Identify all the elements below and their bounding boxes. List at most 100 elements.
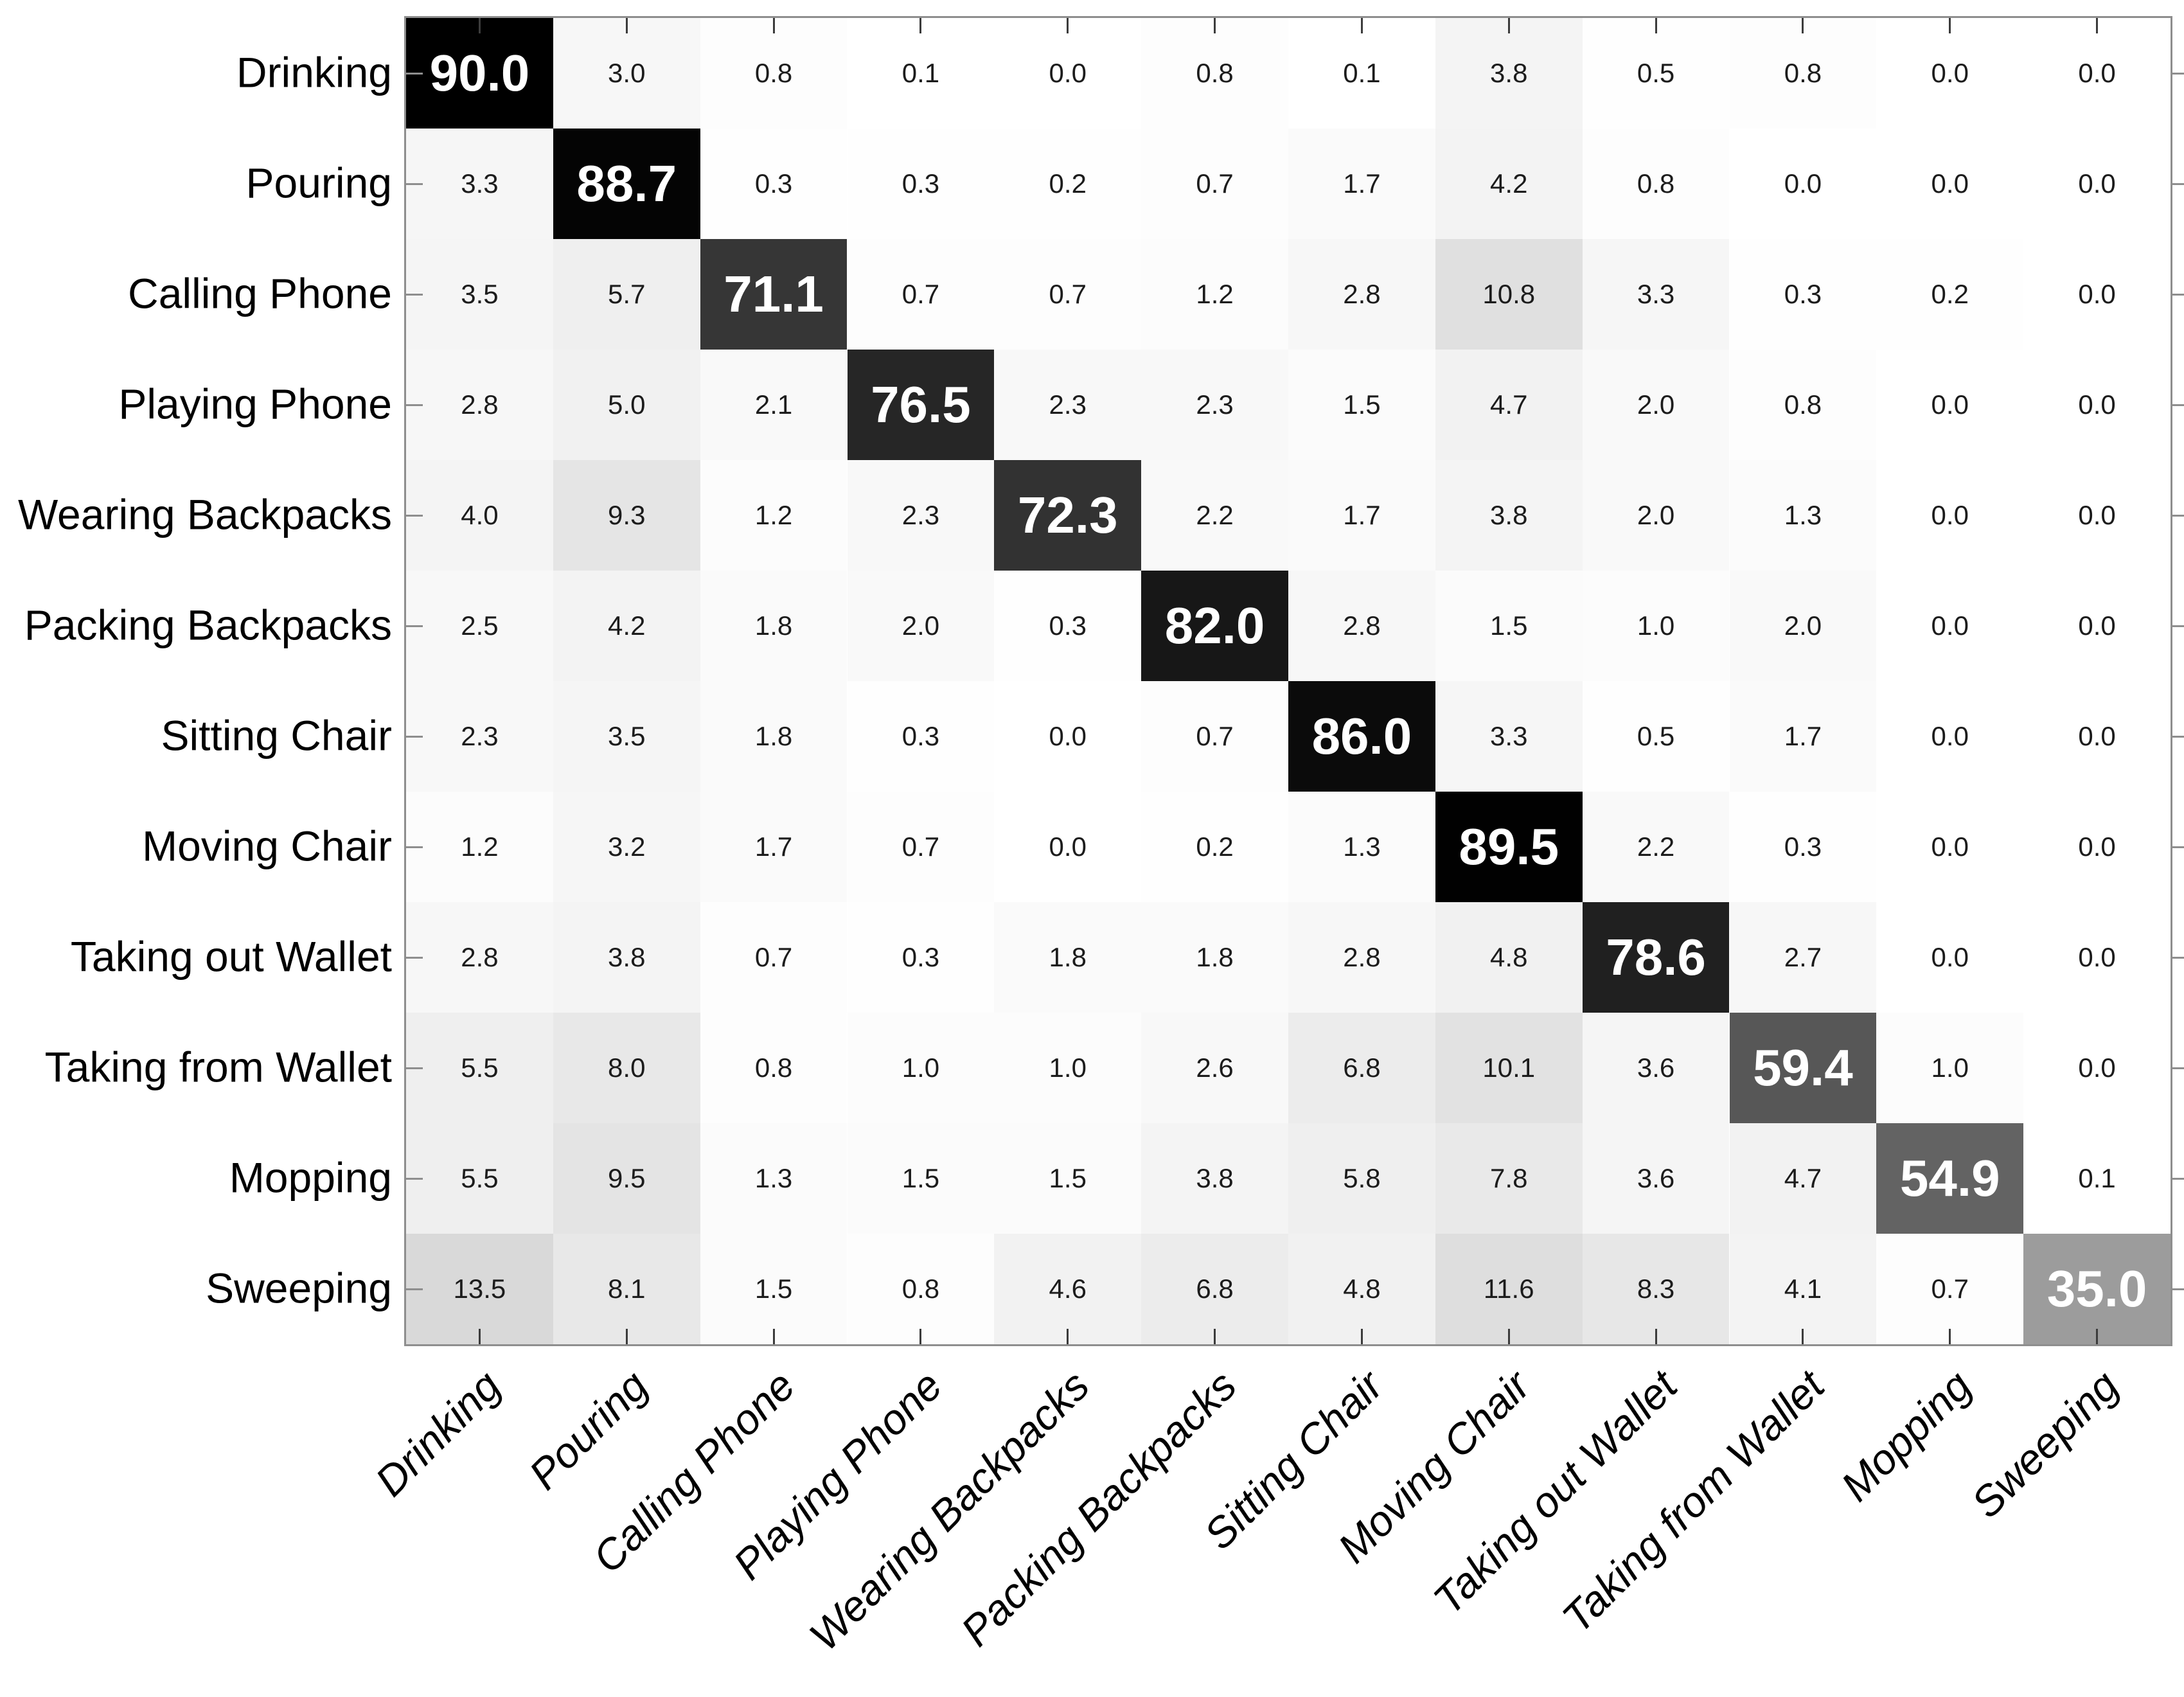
matrix-cell: 0.0 — [2023, 1013, 2171, 1123]
axis-tick — [406, 182, 423, 185]
matrix-cell: 0.0 — [2023, 350, 2171, 460]
matrix-cell: 0.8 — [1582, 129, 1730, 239]
axis-tick — [1949, 18, 1951, 33]
matrix-cell: 54.9 — [1876, 1123, 2024, 1234]
matrix-cell: 2.8 — [406, 350, 553, 460]
y-tick-label: Wearing Backpacks — [17, 490, 392, 538]
matrix-cell: 0.2 — [1141, 792, 1288, 902]
y-tick-label: Taking out Wallet — [70, 932, 392, 981]
axis-tick — [478, 1329, 481, 1344]
matrix-cell: 35.0 — [2023, 1234, 2171, 1344]
matrix-cell: 1.8 — [700, 681, 848, 792]
matrix-cell: 0.1 — [847, 18, 995, 129]
matrix-cell: 6.8 — [1288, 1013, 1435, 1123]
matrix-cell: 0.0 — [1876, 571, 2024, 681]
matrix-cell: 1.5 — [994, 1123, 1142, 1234]
matrix-cell: 76.5 — [847, 350, 995, 460]
axis-tick — [2171, 735, 2184, 738]
matrix-cell: 1.7 — [1288, 129, 1435, 239]
matrix-cell: 3.3 — [406, 129, 553, 239]
matrix-cell: 0.0 — [994, 681, 1142, 792]
matrix-cell: 8.1 — [553, 1234, 700, 1344]
matrix-cell: 3.3 — [1435, 681, 1583, 792]
axis-tick — [1360, 1329, 1363, 1344]
matrix-cell: 3.8 — [1435, 460, 1583, 571]
axis-tick — [478, 18, 481, 33]
matrix-cell: 3.5 — [406, 239, 553, 350]
matrix-cell: 8.0 — [553, 1013, 700, 1123]
y-tick-label: Mopping — [229, 1153, 392, 1202]
y-tick-label: Calling Phone — [128, 269, 392, 317]
matrix-cell: 1.5 — [700, 1234, 848, 1344]
matrix-cell: 2.3 — [994, 350, 1142, 460]
x-tick-label: Taking from Wallet — [1552, 1361, 1833, 1642]
matrix-cell: 0.1 — [1288, 18, 1435, 129]
y-tick-label: Packing Backpacks — [24, 601, 392, 649]
matrix-cell: 0.7 — [700, 902, 848, 1013]
matrix-cell: 5.0 — [553, 350, 700, 460]
axis-tick — [1360, 18, 1363, 33]
matrix-cell: 10.8 — [1435, 239, 1583, 350]
matrix-cell: 1.2 — [1141, 239, 1288, 350]
axis-tick — [2171, 293, 2184, 296]
y-tick-label: Pouring — [245, 159, 393, 207]
axis-tick — [2171, 1177, 2184, 1180]
matrix-cell: 3.8 — [553, 902, 700, 1013]
y-tick-label: Playing Phone — [118, 380, 392, 428]
matrix-cell: 1.3 — [1729, 460, 1877, 571]
matrix-cell: 0.8 — [1729, 350, 1877, 460]
axis-tick — [406, 735, 423, 738]
matrix-cell: 0.3 — [994, 571, 1142, 681]
matrix-cell: 1.7 — [1729, 681, 1877, 792]
matrix-cell: 2.7 — [1729, 902, 1877, 1013]
matrix-cell: 2.8 — [406, 902, 553, 1013]
matrix-cell: 1.7 — [1288, 460, 1435, 571]
matrix-cell: 0.0 — [1876, 129, 2024, 239]
matrix-cell: 0.2 — [994, 129, 1142, 239]
matrix-cell: 2.1 — [700, 350, 848, 460]
matrix-cell: 5.5 — [406, 1123, 553, 1234]
matrix-cell: 4.0 — [406, 460, 553, 571]
axis-tick — [406, 293, 423, 296]
matrix-cell: 4.2 — [553, 571, 700, 681]
axis-tick — [2171, 404, 2184, 406]
matrix-cell: 1.2 — [700, 460, 848, 571]
axis-tick — [2171, 956, 2184, 959]
matrix-cell: 4.7 — [1729, 1123, 1877, 1234]
matrix-cell: 0.0 — [1876, 460, 2024, 571]
matrix-cell: 0.8 — [1141, 18, 1288, 129]
matrix-cell: 2.3 — [406, 681, 553, 792]
matrix-cell: 2.0 — [1582, 460, 1730, 571]
axis-tick — [2171, 625, 2184, 627]
matrix-cell: 4.1 — [1729, 1234, 1877, 1344]
matrix-cell: 2.3 — [847, 460, 995, 571]
matrix-cell: 2.6 — [1141, 1013, 1288, 1123]
matrix-cell: 1.3 — [1288, 792, 1435, 902]
matrix-cell: 4.8 — [1435, 902, 1583, 1013]
matrix-cell: 1.5 — [1288, 350, 1435, 460]
matrix-cell: 0.3 — [700, 129, 848, 239]
matrix-cell: 5.7 — [553, 239, 700, 350]
axis-tick — [772, 18, 775, 33]
matrix-cell: 4.6 — [994, 1234, 1142, 1344]
axis-tick — [406, 1067, 423, 1069]
matrix-cell: 10.1 — [1435, 1013, 1583, 1123]
matrix-cell: 90.0 — [406, 18, 553, 129]
matrix-cell: 2.0 — [847, 571, 995, 681]
matrix-cell: 2.8 — [1288, 571, 1435, 681]
matrix-cell: 7.8 — [1435, 1123, 1583, 1234]
matrix-cell: 0.5 — [1582, 681, 1730, 792]
axis-tick — [406, 514, 423, 517]
matrix-cell: 13.5 — [406, 1234, 553, 1344]
matrix-cell: 3.6 — [1582, 1123, 1730, 1234]
matrix-cell: 0.7 — [994, 239, 1142, 350]
matrix-cell: 0.0 — [2023, 571, 2171, 681]
matrix-cell: 3.6 — [1582, 1013, 1730, 1123]
matrix-cell: 89.5 — [1435, 792, 1583, 902]
y-tick-label: Drinking — [236, 48, 392, 96]
matrix-cell: 1.2 — [406, 792, 553, 902]
axis-tick — [406, 846, 423, 848]
matrix-cell: 5.5 — [406, 1013, 553, 1123]
matrix-cell: 2.8 — [1288, 239, 1435, 350]
